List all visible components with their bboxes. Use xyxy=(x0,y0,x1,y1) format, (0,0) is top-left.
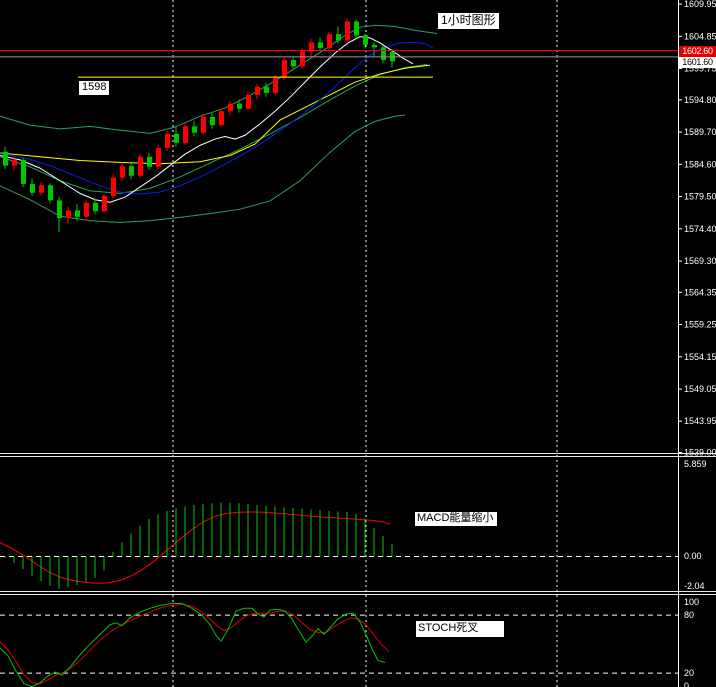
candle-body xyxy=(228,103,233,112)
candle-body xyxy=(147,156,152,167)
price-tick-label: 1564.35 xyxy=(684,287,716,297)
macd-annotation[interactable]: MACD能量缩小 xyxy=(415,512,498,526)
price-tick-label: 1599.75 xyxy=(684,64,716,74)
ask-price-badge: 1602.60 xyxy=(679,46,716,57)
candle-body xyxy=(12,159,17,166)
candle-body xyxy=(174,133,179,143)
price-tick-label: 1604.85 xyxy=(684,31,716,41)
stoch-axis-label: 0 xyxy=(684,681,689,687)
macd-signal-line xyxy=(0,511,391,584)
price-tick-label: 1579.50 xyxy=(684,192,716,202)
candle-body xyxy=(3,151,8,166)
candle-body xyxy=(111,177,116,196)
candle-body xyxy=(183,126,188,143)
price-tick-label: 1543.95 xyxy=(684,416,716,426)
candle-body xyxy=(93,202,98,212)
candle-body xyxy=(57,200,62,219)
price-tick-label: 1574.40 xyxy=(684,224,716,234)
price-tick-label: 1609.95 xyxy=(684,0,716,9)
candle-body xyxy=(156,147,161,167)
macd-axis-label: -2.04 xyxy=(684,581,705,591)
stoch-axis-label: 100 xyxy=(684,597,699,607)
macd-axis-label: 5.859 xyxy=(684,459,707,469)
candle-body xyxy=(291,60,296,67)
candle-body xyxy=(66,210,71,219)
candle-body xyxy=(318,42,323,49)
stoch-annotation[interactable]: STOCH死叉 xyxy=(416,621,505,637)
candle-body xyxy=(39,185,44,193)
candle-body xyxy=(120,166,125,178)
candle-body xyxy=(138,156,143,176)
candle-body xyxy=(255,86,260,95)
level-1598-annotation[interactable]: 1598 xyxy=(79,81,110,95)
candle-body xyxy=(21,159,26,184)
stoch-k-line xyxy=(0,602,386,687)
ma-white xyxy=(0,36,414,203)
candle-body xyxy=(336,34,341,41)
price-axis[interactable]: 1609.95 1604.85 1599.75 1594.80 1589.70 1584.… xyxy=(678,0,716,687)
candle-body xyxy=(327,34,332,49)
horizontal-lines xyxy=(0,50,678,78)
candle-body xyxy=(48,185,53,201)
candle-body xyxy=(300,51,305,67)
price-tick-label: 1589.70 xyxy=(684,127,716,137)
candle-body xyxy=(129,166,134,176)
candle-body xyxy=(246,94,251,109)
candle-body xyxy=(264,86,269,93)
candle-body xyxy=(273,77,278,93)
candle-body xyxy=(345,21,350,41)
stoch-d-line xyxy=(0,603,390,685)
candle-body xyxy=(372,44,377,48)
candle-body xyxy=(237,103,242,109)
candle-body xyxy=(102,195,107,212)
candle-body xyxy=(192,126,197,133)
candle-body xyxy=(165,133,170,148)
hour-chart-annotation[interactable]: 1小时图形 xyxy=(438,13,499,29)
stoch-axis-label: 80 xyxy=(684,610,694,620)
candle-body xyxy=(210,116,215,126)
band-lower xyxy=(0,114,406,223)
price-tick-label: 1549.05 xyxy=(684,384,716,394)
candle-body xyxy=(30,183,35,193)
candle-body xyxy=(354,21,359,36)
candle-body xyxy=(363,35,368,45)
candle-body xyxy=(219,111,224,126)
candle-body xyxy=(381,47,386,61)
macd-histogram xyxy=(4,502,393,589)
candle-body xyxy=(201,116,206,133)
candle-body xyxy=(75,210,80,217)
stoch-axis-label: 20 xyxy=(684,668,694,678)
price-tick-label: 1554.15 xyxy=(684,352,716,362)
bid-price-badge: 1601.60 xyxy=(679,57,716,68)
price-tick-label: 1594.80 xyxy=(684,95,716,105)
price-tick-label: 1559.25 xyxy=(684,320,716,330)
ma-blue xyxy=(0,41,434,195)
price-tick-label: 1584.60 xyxy=(684,159,716,169)
panel-separators xyxy=(0,453,716,595)
macd-axis-label: 0.00 xyxy=(684,551,702,561)
candle-body xyxy=(282,60,287,78)
main-price-panel xyxy=(0,24,438,223)
price-tick-label: 1539.00 xyxy=(684,448,716,458)
candles-layer xyxy=(3,18,395,232)
stoch-panel xyxy=(0,602,678,687)
candle-body xyxy=(309,42,314,52)
candle-body xyxy=(84,202,89,217)
price-tick-label: 1569.30 xyxy=(684,256,716,266)
